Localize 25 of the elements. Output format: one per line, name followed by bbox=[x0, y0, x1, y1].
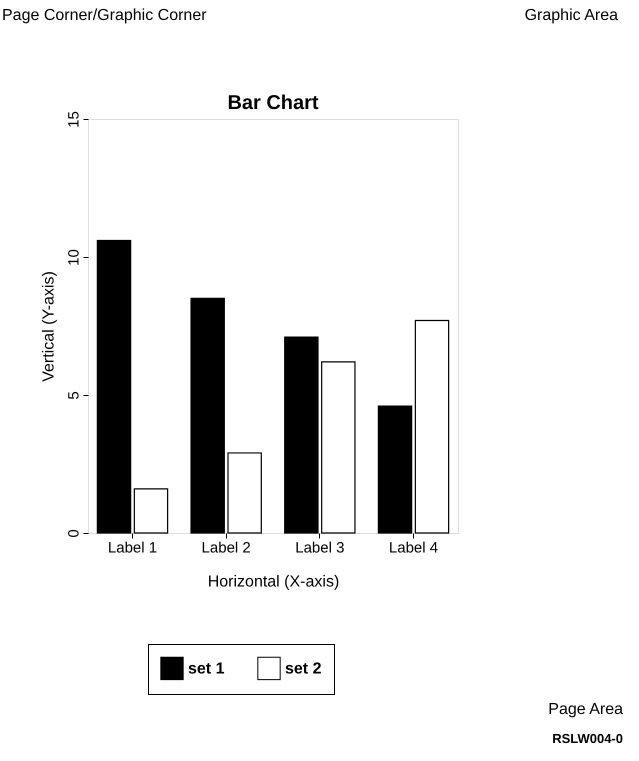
bar bbox=[96, 240, 132, 534]
text: Page Area bbox=[548, 701, 624, 718]
y-tick-label: 5 bbox=[66, 391, 82, 400]
bar bbox=[134, 488, 168, 534]
x-tick-label: Label 4 bbox=[388, 540, 438, 556]
legend-label: set 2 bbox=[285, 660, 322, 678]
text: Page Corner/Graphic Corner bbox=[2, 7, 208, 24]
chart-title: Bar Chart bbox=[227, 92, 319, 114]
y-tick-label: 10 bbox=[66, 249, 82, 266]
bar bbox=[378, 405, 412, 534]
bar bbox=[284, 336, 319, 534]
bar bbox=[414, 320, 450, 534]
y-tick-label: 15 bbox=[66, 111, 82, 128]
text: RSLW004-0 bbox=[552, 731, 623, 746]
x-axis-title: Horizontal (X-axis) bbox=[208, 574, 340, 590]
y-axis-title: Vertical (Y-axis) bbox=[40, 271, 58, 382]
x-tick-label: Label 2 bbox=[202, 540, 251, 556]
bar bbox=[227, 452, 262, 534]
bar bbox=[190, 298, 225, 534]
text: Graphic Area bbox=[524, 7, 618, 24]
legend-label: set 1 bbox=[188, 660, 225, 678]
x-tick-label: Label 1 bbox=[108, 540, 158, 556]
x-tick-label: Label 3 bbox=[295, 540, 344, 556]
y-tick-label: 0 bbox=[66, 529, 82, 538]
bar bbox=[321, 361, 356, 534]
